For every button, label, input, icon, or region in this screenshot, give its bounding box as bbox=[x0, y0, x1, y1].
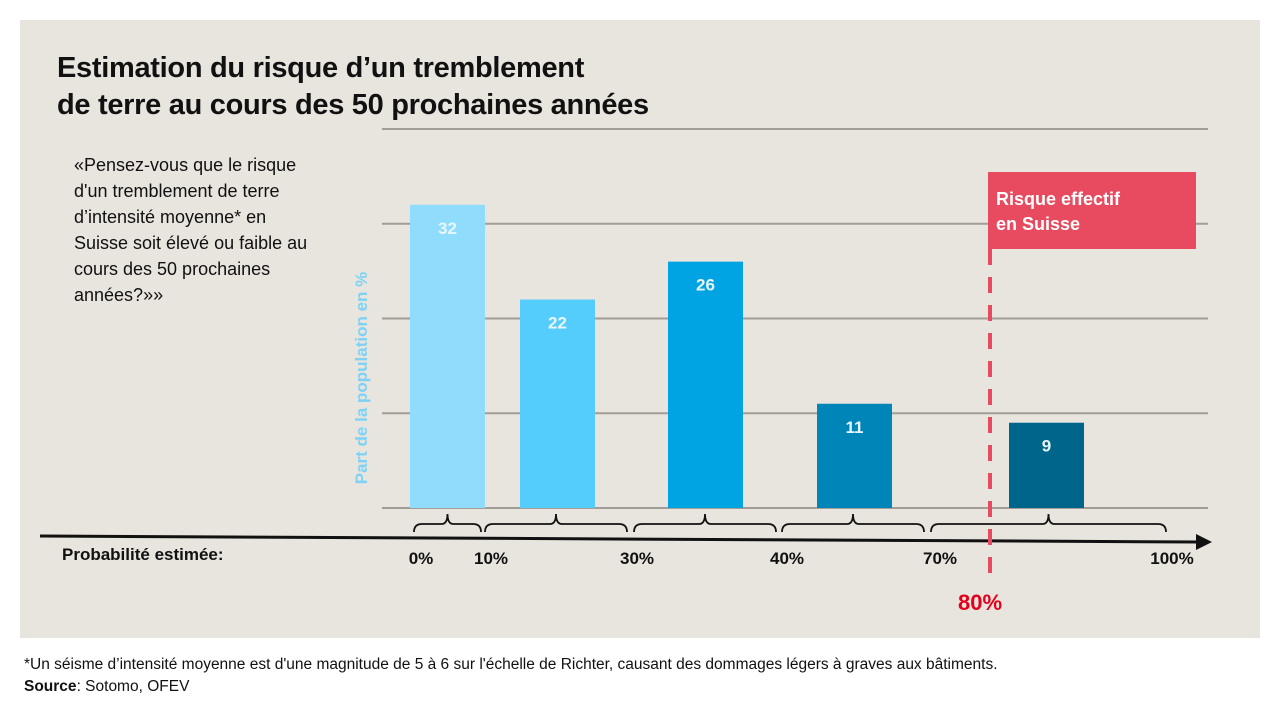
y-axis-label: Part de la population en % bbox=[352, 272, 371, 485]
bar-value-label: 11 bbox=[846, 418, 864, 437]
x-tick-label: 10% bbox=[474, 549, 508, 568]
footnote: *Un séisme d’intensité moyenne est d'une… bbox=[24, 656, 998, 673]
footnote-block: *Un séisme d’intensité moyenne est d'une… bbox=[24, 654, 998, 698]
bar bbox=[817, 403, 892, 508]
x-tick-label: 30% bbox=[620, 549, 654, 568]
bar bbox=[1009, 422, 1084, 508]
x-axis-line bbox=[39, 534, 1199, 544]
bar bbox=[410, 204, 485, 509]
bracket bbox=[781, 513, 925, 533]
bracket bbox=[413, 513, 482, 533]
bar bbox=[668, 261, 743, 508]
x-tick-label: 70% bbox=[923, 549, 957, 568]
bar-value-label: 9 bbox=[1042, 437, 1051, 456]
title-line-1: Estimation du risque d’un tremblement bbox=[57, 52, 585, 84]
annotation-label-line-2: en Suisse bbox=[996, 214, 1080, 234]
bar-value-label: 26 bbox=[696, 276, 715, 295]
survey-question: «Pensez-vous que le risque d'un tremblem… bbox=[74, 155, 308, 305]
x-tick-label: 0% bbox=[409, 549, 434, 568]
annotation-label-line-1: Risque effectif bbox=[996, 189, 1121, 209]
bar-value-label: 22 bbox=[548, 314, 567, 333]
bar bbox=[520, 299, 595, 508]
x-axis-label: Probabilité estimée: bbox=[62, 545, 224, 564]
reference-value-label: 80% bbox=[958, 590, 1002, 615]
source-text: : Sotomo, OFEV bbox=[76, 678, 190, 695]
chart-title: Estimation du risque d’un tremblement de… bbox=[57, 50, 649, 124]
bracket bbox=[930, 513, 1167, 533]
x-tick-label: 40% bbox=[770, 549, 804, 568]
chart-panel bbox=[20, 20, 1260, 638]
annotation-box bbox=[988, 172, 1196, 249]
bracket bbox=[633, 513, 777, 533]
source-label: Source bbox=[24, 678, 77, 695]
x-tick-label: 100% bbox=[1150, 549, 1193, 568]
bracket bbox=[484, 513, 628, 533]
title-line-2: de terre au cours des 50 prochaines anné… bbox=[57, 89, 649, 121]
x-axis-arrowhead bbox=[1196, 534, 1212, 550]
bar-value-label: 32 bbox=[438, 219, 457, 238]
